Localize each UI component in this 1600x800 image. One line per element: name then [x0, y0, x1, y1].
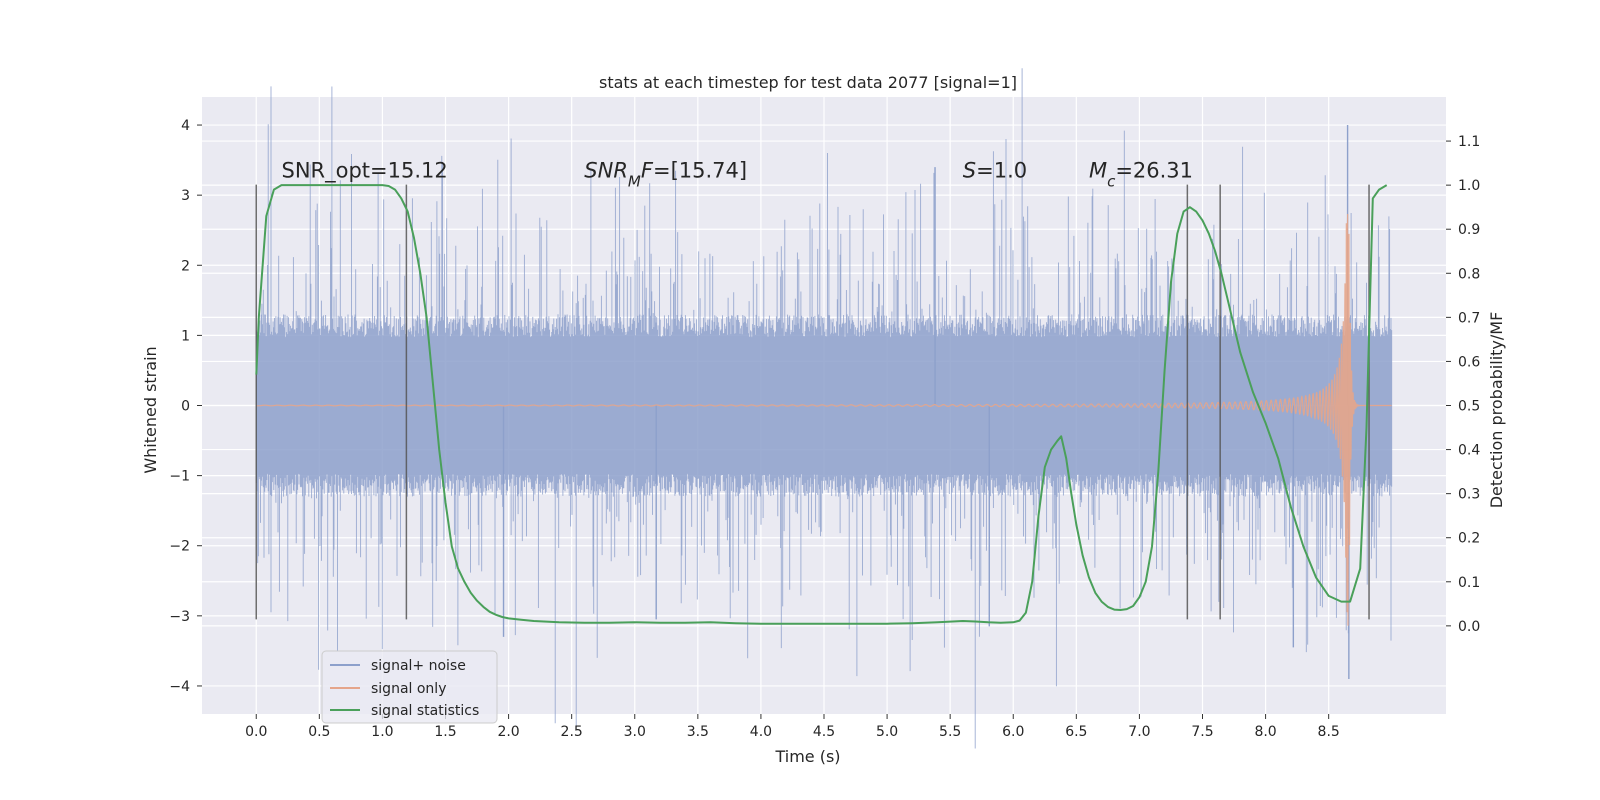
x-tick-label-6: 3.0	[624, 724, 646, 740]
x-tick-label-11: 5.5	[939, 724, 961, 740]
y-right-tick-label-10: 0.1	[1458, 575, 1480, 591]
x-tick-label-10: 5.0	[876, 724, 898, 740]
vertical-markers	[255, 184, 1370, 620]
y-left-tick-label-3: 1	[181, 328, 190, 344]
x-tick-label-13: 6.5	[1065, 724, 1087, 740]
y-right-tick-label-3: 0.8	[1458, 266, 1480, 282]
y-left-tick-label-6: −2	[169, 539, 190, 555]
x-tick-label-12: 6.0	[1002, 724, 1024, 740]
legend-box	[321, 650, 498, 724]
legend-label-signal-statistics: signal statistics	[371, 703, 479, 719]
y-axis-right-label: Detection probability/MF	[1487, 312, 1506, 509]
x-tick-label-17: 8.5	[1318, 724, 1340, 740]
signal-statistics-line	[255, 184, 1388, 625]
y-right-tick-label-9: 0.2	[1458, 531, 1480, 547]
y-right-tick-label-1: 1.0	[1458, 178, 1480, 194]
y-axis-right-ticks: 1.1 1.0 0.9 0.8 0.7 0.6 0.5 0.4 0.3 0.2 0.1 0.0	[1446, 134, 1480, 635]
x-tick-label-8: 4.0	[750, 724, 772, 740]
x-tick-label-4: 2.0	[497, 724, 519, 740]
y-right-tick-label-2: 0.9	[1458, 222, 1480, 238]
annotation-0: SNR_opt=15.12	[281, 159, 447, 184]
y-left-tick-label-8: −4	[169, 679, 190, 695]
y-right-tick-label-6: 0.5	[1458, 399, 1480, 415]
y-right-tick-label-7: 0.4	[1458, 443, 1480, 459]
x-tick-label-7: 3.5	[687, 724, 709, 740]
y-left-tick-label-0: 4	[181, 118, 190, 134]
annotations: SNR_opt=15.12 SNRMF=[15.74] S=1.0 Mc=26.31	[281, 159, 1193, 191]
legend: signal+ noise signal only signal statist…	[321, 650, 498, 724]
y-left-tick-label-1: 3	[181, 188, 190, 204]
x-tick-label-0: 0.0	[245, 724, 267, 740]
y-right-tick-label-11: 0.0	[1458, 619, 1480, 635]
signal-only-series	[256, 214, 1392, 626]
y-left-tick-label-2: 2	[181, 258, 190, 274]
x-tick-label-2: 1.0	[371, 724, 393, 740]
x-tick-label-9: 4.5	[813, 724, 835, 740]
annotation-3: Mc=26.31	[1089, 159, 1193, 191]
y-axis-left-label: Whitened strain	[141, 346, 160, 473]
y-left-tick-label-4: 0	[181, 399, 190, 415]
annotation-1: SNRMF=[15.74]	[584, 159, 747, 191]
signal-statistics-series	[255, 184, 1388, 625]
annotation-2: S=1.0	[963, 159, 1027, 183]
y-axis-left-ticks: 4 3 2 1 0 −1 −2 −3 −4	[169, 118, 202, 695]
x-tick-label-16: 8.0	[1254, 724, 1276, 740]
y-right-tick-label-4: 0.7	[1458, 310, 1480, 326]
x-tick-label-5: 2.5	[561, 724, 583, 740]
legend-label-signal-noise: signal+ noise	[371, 658, 466, 674]
x-tick-label-15: 7.5	[1191, 724, 1213, 740]
y-right-tick-label-8: 0.3	[1458, 487, 1480, 503]
y-right-tick-label-0: 1.1	[1458, 134, 1480, 150]
signal-only-trace	[256, 214, 1392, 626]
legend-label-signal-only: signal only	[371, 681, 446, 697]
x-tick-label-3: 1.5	[434, 724, 456, 740]
y-right-tick-label-5: 0.6	[1458, 354, 1480, 370]
y-left-tick-label-5: −1	[169, 469, 190, 485]
x-axis-label: Time (s)	[774, 747, 840, 766]
y-left-tick-label-7: −3	[169, 609, 190, 625]
chart-title: stats at each timestep for test data 207…	[599, 73, 1017, 92]
x-tick-label-1: 0.5	[308, 724, 330, 740]
x-axis-ticks: 0.0 0.5 1.0 1.5 2.0 2.5 3.0 3.5 4.0 4.5 5.0 5.5 6.0 6…	[245, 714, 1340, 740]
x-tick-label-14: 7.0	[1128, 724, 1150, 740]
